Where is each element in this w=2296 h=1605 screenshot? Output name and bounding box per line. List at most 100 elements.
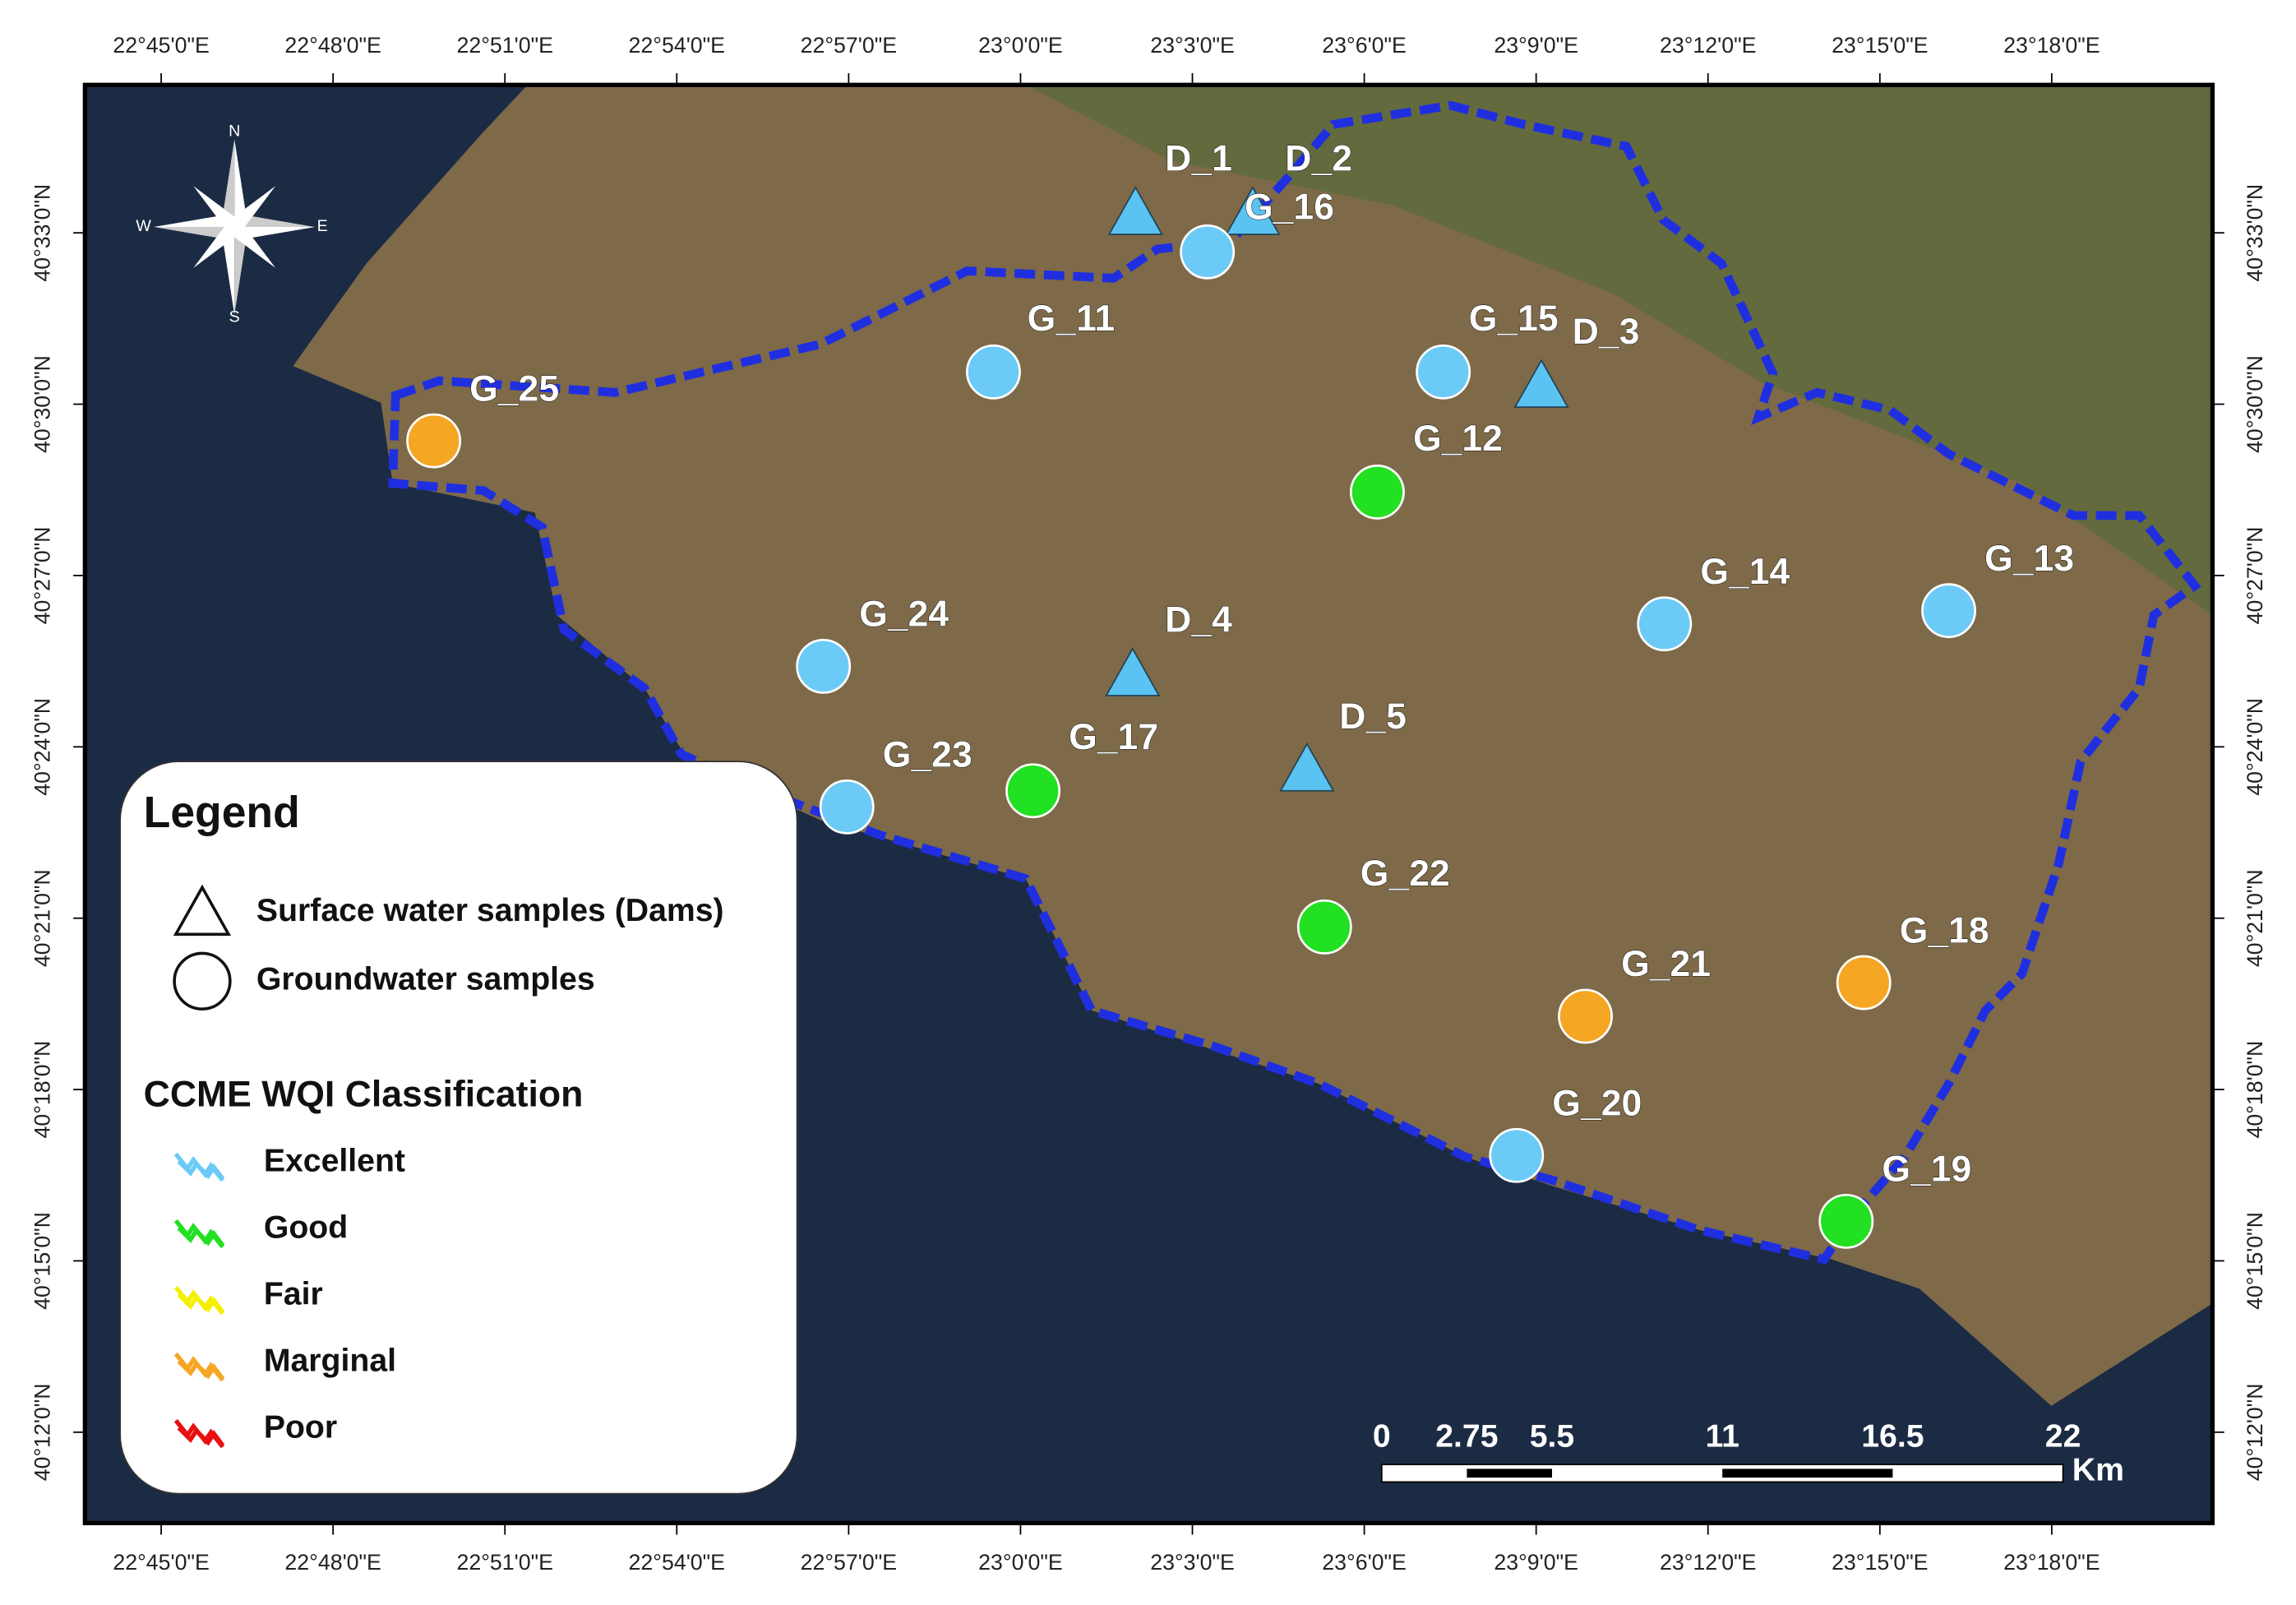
lat-label: 40°30'0"N <box>2243 355 2267 453</box>
legend-swatch <box>173 1152 225 1182</box>
sample-label: G_13 <box>1984 539 2074 579</box>
lon-label: 22°48'0"E <box>284 1550 381 1575</box>
lat-label: 40°21'0"N <box>2243 869 2267 967</box>
scale-segment <box>1722 1469 1893 1478</box>
lon-label: 23°6'0"E <box>1322 33 1407 58</box>
legend-class: Fair <box>264 1277 323 1312</box>
lat-label: 40°27'0"N <box>30 527 55 625</box>
groundwater-sample <box>1921 583 1976 639</box>
lat-label: 40°27'0"N <box>2243 527 2267 625</box>
dam-sample <box>1225 186 1281 235</box>
sample-label: D_5 <box>1339 696 1407 737</box>
scale-label: 0 <box>1373 1418 1391 1454</box>
lon-label: 23°12'0"E <box>1660 1550 1756 1575</box>
lon-label: 22°45'0"E <box>113 1550 209 1575</box>
lon-label: 23°6'0"E <box>1322 1550 1407 1575</box>
lat-label: 40°15'0"N <box>2243 1212 2267 1310</box>
compass-s: S <box>229 308 240 326</box>
sample-label: G_17 <box>1069 717 1158 757</box>
legend-title: Legend <box>144 789 300 837</box>
sample-label: G_23 <box>883 735 972 775</box>
sample-label: G_22 <box>1361 853 1450 894</box>
lon-label: 23°3'0"E <box>1150 33 1235 58</box>
groundwater-sample <box>1558 988 1613 1044</box>
groundwater-sample <box>796 638 852 694</box>
sample-label: G_25 <box>469 368 559 409</box>
legend-item: Groundwater samples <box>256 962 595 997</box>
sample-label: D_3 <box>1573 312 1640 352</box>
lon-label: 23°18'0"E <box>2003 1550 2100 1575</box>
groundwater-sample <box>819 779 875 835</box>
legend-swatch <box>173 1418 225 1449</box>
scale-segment <box>1467 1469 1552 1478</box>
groundwater-sample <box>1296 899 1352 955</box>
legend-circle <box>173 951 232 1011</box>
compass-e: E <box>317 217 328 235</box>
sample-label: G_14 <box>1700 552 1790 592</box>
dam-sample <box>1513 358 1569 409</box>
lon-label: 22°45'0"E <box>113 33 209 58</box>
legend-item: Surface water samples (Dams) <box>256 893 724 928</box>
legend-swatch <box>173 1219 225 1249</box>
lon-label: 22°57'0"E <box>801 1550 897 1575</box>
lon-label: 22°57'0"E <box>801 33 897 58</box>
sample-label: G_18 <box>1900 910 1989 951</box>
lat-label: 40°33'0"N <box>30 184 55 282</box>
lat-label: 40°18'0"N <box>2243 1041 2267 1139</box>
lon-label: 22°48'0"E <box>284 33 381 58</box>
legend-box <box>119 761 798 1495</box>
lat-label: 40°24'0"N <box>30 698 55 796</box>
legend-swatch <box>173 1285 225 1316</box>
legend-swatch <box>173 1352 225 1382</box>
groundwater-sample <box>1416 344 1471 400</box>
sample-label: D_4 <box>1165 600 1232 641</box>
sample-label: G_21 <box>1621 944 1711 984</box>
map-frame <box>82 82 2215 1525</box>
compass-rose <box>154 139 316 315</box>
lon-label: 23°18'0"E <box>2003 33 2100 58</box>
lat-label: 40°24'0"N <box>2243 698 2267 796</box>
lon-label: 22°54'0"E <box>629 1550 725 1575</box>
lon-label: 23°15'0"E <box>1832 1550 1928 1575</box>
lon-label: 23°0'0"E <box>978 1550 1063 1575</box>
lon-label: 23°9'0"E <box>1494 1550 1578 1575</box>
compass-diagonals <box>193 186 276 268</box>
lon-label: 23°3'0"E <box>1150 1550 1235 1575</box>
dam-sample <box>1107 186 1163 235</box>
groundwater-sample <box>966 344 1021 400</box>
lat-label: 40°15'0"N <box>30 1212 55 1310</box>
lat-label: 40°33'0"N <box>2243 184 2267 282</box>
sample-label: G_16 <box>1245 187 1334 227</box>
lat-label: 40°12'0"N <box>2243 1383 2267 1481</box>
groundwater-sample <box>1005 763 1061 819</box>
compass-n: N <box>229 122 240 140</box>
groundwater-sample <box>1818 1193 1874 1249</box>
legend-class: Good <box>264 1210 348 1246</box>
sample-label: D_1 <box>1165 139 1232 179</box>
dam-sample <box>1105 647 1161 696</box>
compass-w: W <box>136 217 151 235</box>
highlands <box>1025 85 2213 616</box>
lat-label: 40°30'0"N <box>30 355 55 453</box>
legend-subtitle: CCME WQI Classification <box>144 1075 584 1115</box>
dam-sample <box>1279 742 1335 792</box>
groundwater-sample <box>1180 224 1236 280</box>
legend-class: Marginal <box>264 1344 396 1379</box>
sample-label: D_2 <box>1285 139 1352 179</box>
lon-label: 23°0'0"E <box>978 33 1063 58</box>
compass: N S E W <box>136 122 327 326</box>
lon-label: 22°54'0"E <box>629 33 725 58</box>
sample-label: G_15 <box>1469 298 1559 339</box>
legend-class: Excellent <box>264 1143 405 1178</box>
sample-label: G_11 <box>1028 298 1116 339</box>
scale-label: 22 <box>2045 1418 2081 1454</box>
groundwater-sample <box>1350 465 1405 520</box>
watershed-boundary <box>388 100 2201 1265</box>
groundwater-sample <box>1489 1127 1545 1183</box>
groundwater-sample <box>406 413 462 469</box>
scale-label: 16.5 <box>1861 1418 1924 1454</box>
sample-label: G_24 <box>859 594 949 635</box>
sample-label: G_12 <box>1413 419 1503 459</box>
